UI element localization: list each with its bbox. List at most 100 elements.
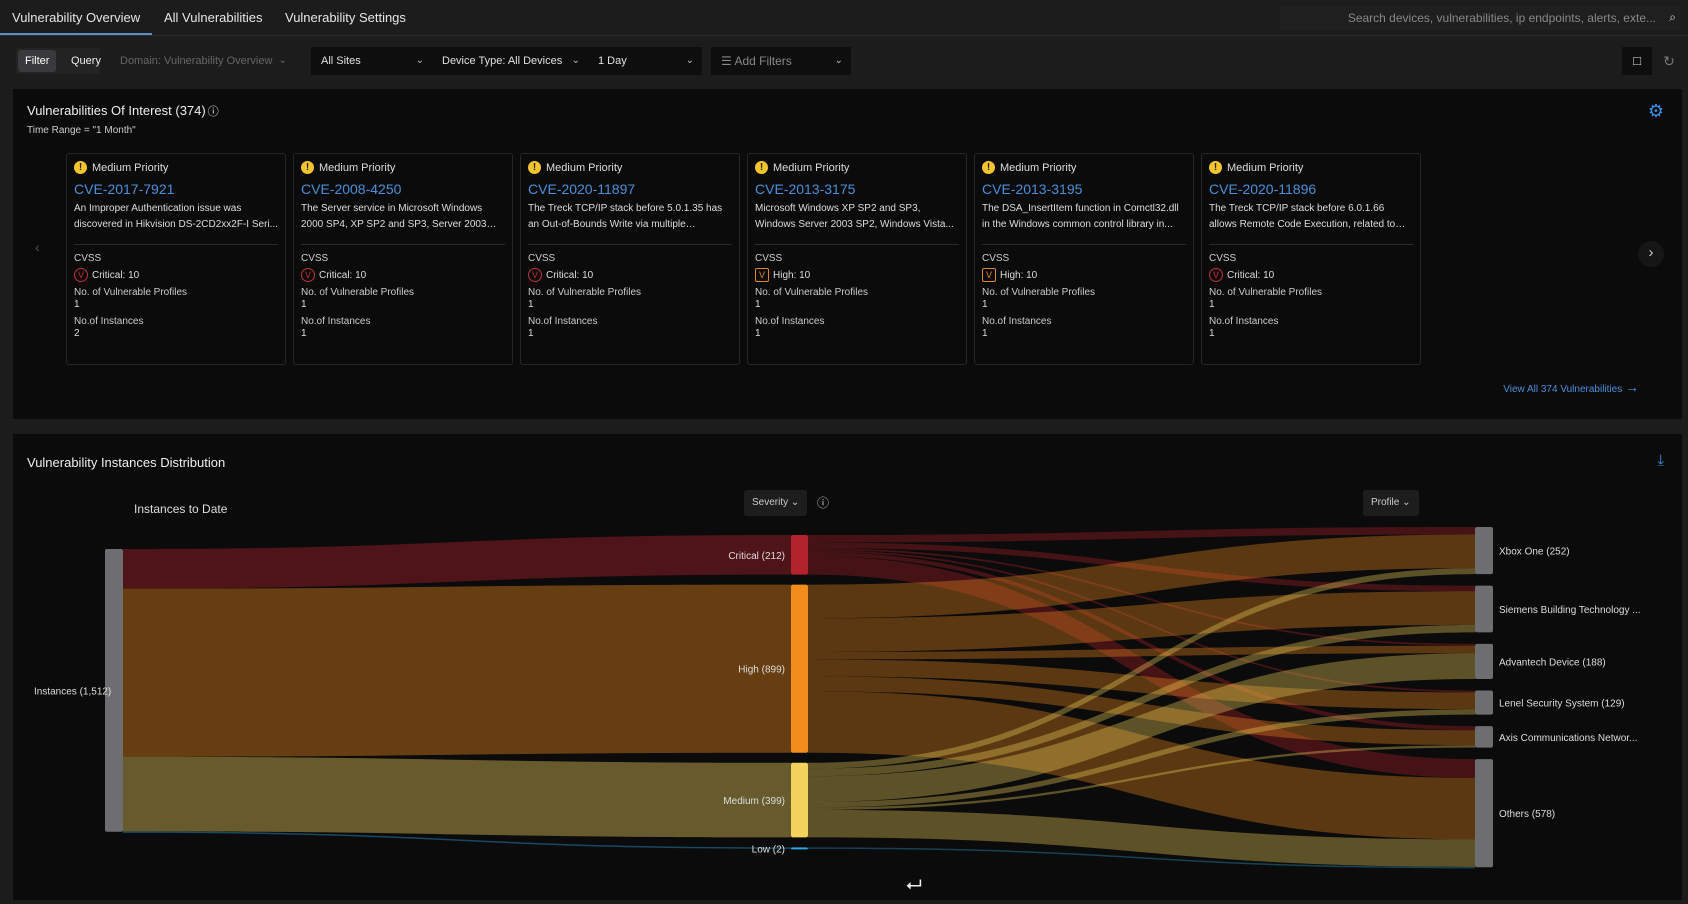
- tab-all-vulnerabilities[interactable]: All Vulnerabilities: [164, 10, 263, 25]
- profiles-label: No. of Vulnerable Profiles: [1209, 287, 1323, 298]
- cvss-value: Critical: 10: [546, 269, 594, 281]
- card-divider: [1209, 233, 1413, 245]
- node-profile: [1475, 585, 1493, 633]
- priority: ! Medium Priority: [1209, 161, 1413, 174]
- cve-link[interactable]: CVE-2020-11897: [528, 181, 636, 197]
- profiles-label: No. of Vulnerable Profiles: [74, 287, 188, 298]
- vulnerability-card[interactable]: ! Medium Priority CVE-2013-3195 The DSA_I…: [974, 153, 1194, 365]
- cvss-label: CVSS: [982, 253, 1010, 264]
- add-filters-dropdown[interactable]: ☰ Add Filters ⌄: [711, 47, 851, 75]
- cve-link[interactable]: CVE-2013-3195: [982, 181, 1083, 197]
- gear-icon[interactable]: ⚙: [1647, 101, 1664, 121]
- cvss-label: CVSS: [1209, 253, 1237, 264]
- domain-dropdown[interactable]: Domain: Vulnerability Overview ⌄: [110, 47, 300, 75]
- link-low-profile: [808, 847, 1475, 869]
- cve-description: An Improper Authentication issue was dis…: [74, 203, 278, 230]
- interest-title-text: Vulnerabilities Of Interest (374): [27, 103, 206, 118]
- bookmark-icon[interactable]: □: [1622, 47, 1652, 75]
- severity-select[interactable]: Severity ⌄: [744, 490, 808, 516]
- download-icon[interactable]: ⤓: [1657, 452, 1664, 469]
- vulnerability-card[interactable]: ! Medium Priority CVE-2013-3175 Microsoft…: [747, 153, 967, 365]
- node-profile: [1475, 643, 1493, 680]
- vulnerability-card[interactable]: ! Medium Priority CVE-2020-11897 The Trec…: [520, 153, 740, 365]
- warning-icon: !: [755, 161, 768, 174]
- cvss-label: CVSS: [528, 253, 556, 264]
- priority-label: Medium Priority: [773, 161, 850, 174]
- severity-crit-icon: V: [74, 268, 88, 282]
- cvss-value: Critical: 10: [319, 269, 367, 281]
- priority: ! Medium Priority: [755, 161, 959, 174]
- node-label-profile: Axis Communications Networ...: [1499, 733, 1637, 744]
- priority: ! Medium Priority: [301, 161, 505, 174]
- link-medium-profile: [808, 624, 1475, 777]
- reset-icon[interactable]: ↻: [1663, 53, 1675, 69]
- card-divider: [528, 233, 732, 245]
- filter-button[interactable]: Filter: [18, 50, 57, 72]
- cve-link[interactable]: CVE-2013-3175: [755, 181, 856, 197]
- priority-label: Medium Priority: [92, 161, 169, 174]
- search-icon[interactable]: ⌕: [1669, 10, 1676, 24]
- priority: ! Medium Priority: [528, 161, 732, 174]
- severity-crit-icon: V: [301, 268, 315, 282]
- cvss-value: High: 10: [1000, 269, 1038, 281]
- profile-select[interactable]: Profile ⌄: [1363, 490, 1419, 516]
- device-type-value: Device Type: All Devices: [442, 55, 563, 67]
- tab-vulnerability-overview[interactable]: Vulnerability Overview: [0, 10, 153, 35]
- instances-label: No.of Instances: [755, 316, 825, 327]
- vulnerability-card[interactable]: ! Medium Priority CVE-2017-7921 An Improp…: [66, 153, 286, 365]
- node-label-profile: Siemens Building Technology ...: [1499, 605, 1641, 616]
- cvss-score: V Critical: 10: [301, 268, 505, 282]
- tab-vulnerability-settings[interactable]: Vulnerability Settings: [285, 10, 406, 25]
- sites-dropdown[interactable]: All Sites ⌄: [311, 47, 432, 75]
- node-label-profile: Xbox One (252): [1499, 547, 1570, 558]
- node-instances: [105, 549, 123, 832]
- distribution-subtitle: Instances to Date: [134, 502, 228, 516]
- node-label-medium: Medium (399): [723, 796, 785, 807]
- interest-title: Vulnerabilities Of Interest (374) ⓘ: [27, 103, 219, 119]
- link-source-medium: [123, 756, 791, 838]
- node-label-instances: Instances (1,512): [34, 686, 111, 697]
- warning-icon: !: [982, 161, 995, 174]
- info-icon[interactable]: ⓘ: [207, 106, 219, 118]
- link-high-profile: [808, 676, 1475, 746]
- view-all-link[interactable]: View All 374 Vulnerabilities →: [1503, 379, 1639, 395]
- warning-icon: !: [74, 161, 87, 174]
- card-divider: [74, 233, 278, 245]
- link-medium-profile: [808, 568, 1475, 769]
- vulnerability-card[interactable]: ! Medium Priority CVE-2020-11896 The Trec…: [1201, 153, 1421, 365]
- cve-link[interactable]: CVE-2020-11896: [1209, 181, 1317, 197]
- cve-link[interactable]: CVE-2008-4250: [301, 181, 402, 197]
- chevron-down-icon: ⌄: [790, 497, 800, 508]
- add-filters-label: Add Filters: [734, 54, 792, 68]
- cve-description: The Server service in Microsoft Windows …: [301, 203, 487, 230]
- global-search-input[interactable]: Search devices, vulnerabilities, ip endp…: [1280, 6, 1680, 30]
- links: [123, 527, 1475, 869]
- vulnerability-card[interactable]: ! Medium Priority CVE-2008-4250 The Serve…: [293, 153, 513, 365]
- time-dropdown[interactable]: 1 Day ⌄: [588, 47, 702, 75]
- profiles-label: No. of Vulnerable Profiles: [755, 287, 869, 298]
- device-type-dropdown[interactable]: Device Type: All Devices ⌄: [432, 47, 588, 75]
- distribution-panel: Vulnerability Instances Distribution ⤓ I…: [13, 434, 1682, 900]
- link-high-profile: [808, 534, 1475, 619]
- link-high-profile: [808, 659, 1475, 710]
- info-icon[interactable]: ⓘ: [817, 496, 830, 510]
- chevron-down-icon: ⌄: [415, 55, 424, 66]
- link-source-critical: [123, 535, 791, 589]
- link-critical-profile: [808, 527, 1475, 543]
- chevron-down-icon: ⌄: [1402, 497, 1411, 508]
- chevron-down-icon: ⌄: [571, 55, 580, 66]
- cvss-score: V High: 10: [755, 268, 959, 282]
- node-label-profile: Advantech Device (188): [1499, 657, 1606, 668]
- carousel-prev-icon[interactable]: ‹: [35, 239, 40, 255]
- cvss-score: V Critical: 10: [74, 268, 278, 282]
- carousel-next-button[interactable]: ›: [1638, 241, 1664, 267]
- instances-label: No.of Instances: [982, 316, 1052, 327]
- cve-link[interactable]: CVE-2017-7921: [74, 181, 175, 197]
- priority-label: Medium Priority: [319, 161, 396, 174]
- instances-value: 1: [982, 328, 988, 339]
- node-low: [791, 847, 808, 850]
- warning-icon: !: [1209, 161, 1222, 174]
- link-source-high: [123, 584, 791, 757]
- node-label-low: Low (2): [752, 844, 785, 855]
- query-button[interactable]: Query: [71, 55, 101, 67]
